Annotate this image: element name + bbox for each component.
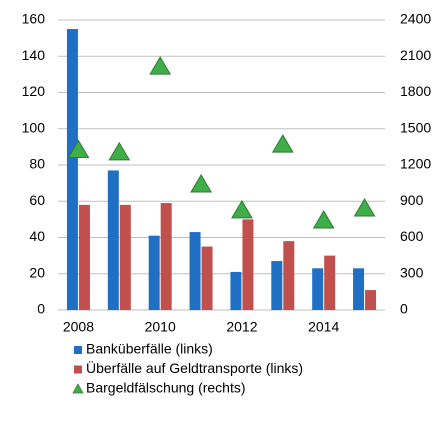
legend-label: Bargeldfälschung (rechts)	[86, 380, 246, 396]
bar	[148, 235, 160, 310]
bar	[230, 271, 242, 310]
marker	[231, 199, 253, 219]
y-tick-label: 0	[37, 301, 45, 317]
y-tick-label: 140	[22, 47, 46, 63]
bar	[201, 246, 213, 310]
y2-tick-label: 2400	[400, 11, 431, 27]
marker	[149, 56, 172, 75]
bar	[66, 29, 78, 310]
y2-tick-label: 1800	[400, 83, 431, 99]
bar	[242, 219, 254, 310]
y-tick-label: 120	[22, 83, 46, 99]
y2-tick-label: 900	[400, 192, 424, 208]
legend-label: Banküberfälle (links)	[86, 341, 213, 357]
bar	[107, 170, 119, 310]
x-tick-label: 2012	[226, 319, 257, 335]
y2-tick-label: 1500	[400, 119, 431, 135]
marker	[67, 139, 90, 158]
legend-swatch	[74, 365, 82, 374]
legend-swatch	[74, 346, 82, 354]
bar	[283, 241, 295, 310]
y2-tick-label: 2100	[400, 47, 431, 63]
y2-tick-label: 1200	[400, 156, 431, 172]
x-tick-label: 2008	[63, 319, 94, 335]
marker	[312, 209, 335, 229]
y2-tick-label: 300	[400, 264, 424, 280]
y-tick-label: 60	[29, 192, 45, 208]
y-tick-label: 40	[29, 228, 45, 244]
x-tick-label: 2014	[308, 319, 339, 335]
y-tick-label: 20	[29, 264, 45, 280]
bar	[312, 268, 324, 310]
marker	[108, 141, 131, 161]
y-tick-label: 160	[22, 11, 46, 27]
y2-tick-label: 600	[400, 228, 424, 244]
bar	[189, 232, 201, 310]
bar	[119, 204, 131, 310]
y-tick-label: 100	[22, 119, 46, 135]
bar	[365, 290, 377, 310]
legend-label: Überfälle auf Geldtransporte (links)	[86, 359, 303, 376]
bar	[160, 203, 172, 310]
marker	[190, 173, 212, 193]
bar	[271, 261, 283, 310]
x-tick-label: 2010	[145, 319, 176, 335]
y2-tick-label: 0	[400, 301, 408, 317]
marker	[271, 134, 294, 153]
y-tick-label: 80	[29, 156, 45, 172]
bar	[353, 268, 365, 310]
bar	[78, 204, 90, 310]
legend-swatch	[72, 383, 84, 394]
bar	[324, 255, 336, 310]
marker	[353, 197, 376, 217]
